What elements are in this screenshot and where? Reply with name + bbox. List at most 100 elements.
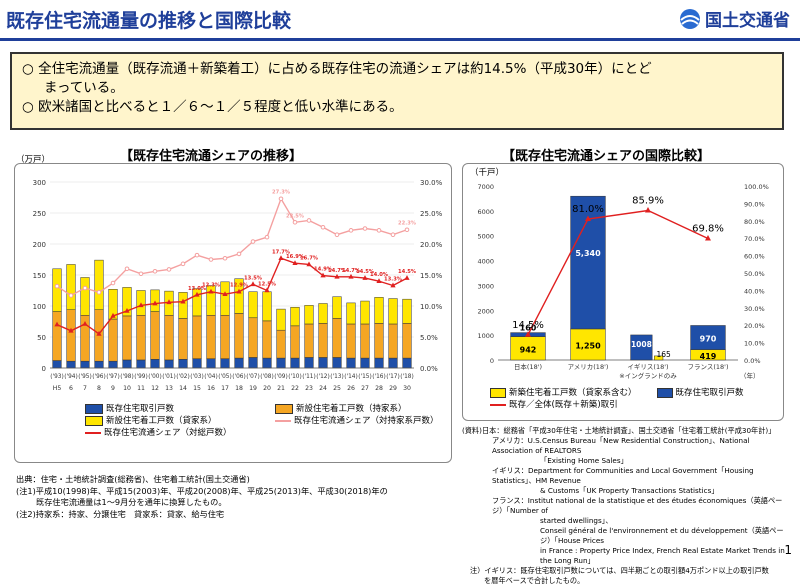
left-bar-segment [402,357,412,369]
left-bar-segment [220,281,230,316]
right-x-subnote: ※イングランドのみ [619,371,677,380]
left-y-tick: 100 [33,303,46,311]
left-share-label: 14.7% [342,268,361,274]
left-share-label: 14.7% [328,268,347,274]
right-y-tick: 2000 [477,307,494,315]
left-share-line [56,197,408,297]
left-bar-segment [136,315,146,361]
left-x-tick: ('04) [204,374,218,380]
left-share-label: 14.0% [370,272,389,278]
left-share-label: 13.3% [384,277,403,283]
left-x-tick: ('93) [50,374,64,380]
right-y2-tick: 80.0% [744,218,765,226]
legend-existing-trades: 既存住宅取引戸数 [656,387,744,399]
left-era-tick: 14 [179,385,187,392]
left-bar-segment [388,357,398,369]
left-share-point [278,196,284,202]
summary-line-2: まっている。 [44,80,124,96]
left-y2-tick: 0.0% [420,365,438,373]
right-y-tick: 7000 [477,183,494,191]
left-era-tick: 16 [207,385,215,392]
left-bar-segment [94,360,104,369]
left-x-tick: ('03) [190,374,204,380]
left-share-point [138,302,144,308]
left-bar-segment [178,318,188,360]
left-bar-segment [206,315,216,359]
left-share-point [138,271,144,277]
left-y2-tick: 15.0% [420,272,443,280]
left-x-tick: ('99) [134,374,148,380]
left-bar-segment [388,323,398,359]
summary-line-1: ○ 全住宅流通量（既存流通＋新築着工）に占める既存住宅の流通シェアは約14.5%… [22,61,652,77]
right-y-tick: 3000 [477,282,494,290]
left-bar-segment [248,291,258,319]
left-x-tick: ('10) [288,374,302,380]
left-share-point [194,291,200,297]
right-x-tick: イギリス(18') [627,363,668,371]
left-share-label: 12.3% [202,283,221,289]
left-y-tick: 300 [33,179,46,187]
left-era-tick: 11 [137,385,145,392]
left-y2-tick: 30.0% [420,179,443,187]
left-share-point [306,261,312,267]
left-share-point [250,239,256,244]
page-title: 既存住宅流通量の推移と国際比較 [6,10,292,32]
left-bar-segment [66,264,76,310]
left-bar-segment [318,303,328,324]
left-share-point [110,280,116,286]
right-bar-label: 419 [700,352,717,361]
left-y2-tick: 10.0% [420,303,443,311]
summary-box: ○ 全住宅流通量（既存流通＋新築着工）に占める既存住宅の流通シェアは約14.5%… [10,52,784,130]
left-share-point [96,290,102,295]
left-share-point [194,252,200,258]
left-x-tick: ('06) [232,374,246,380]
left-notes: 出典：住宅・土地統計調査(総務省)、住宅着工統計(国土交通省) (注1)平成10… [16,474,388,519]
left-bar-segment [178,292,188,319]
left-bar-segment [276,357,286,369]
left-share-point [334,232,340,237]
left-bar-segment [80,277,90,316]
left-share-point [292,260,298,266]
left-bar-segment [304,357,314,369]
left-bar-segment [332,318,342,358]
right-bar-label: 1,250 [575,341,601,350]
right-y-tick: 0 [490,357,494,365]
left-share-point [82,320,88,326]
left-bar-segment [52,268,62,312]
left-share-point [348,228,354,233]
summary-line-3: ○ 欧米諸国と比べると１／６～１／５程度と低い水準にある。 [22,99,403,115]
left-bar-segment [206,285,216,316]
left-x-tick: ('97) [106,374,120,380]
right-x-tick: アメリカ(18') [568,363,609,371]
right-y2-tick: 40.0% [744,287,765,295]
left-x-tick: ('08) [260,374,274,380]
right-y2-tick: 90.0% [744,200,765,208]
right-y2-tick: 10.0% [744,340,765,348]
left-share-point [110,312,116,318]
left-share-point [68,327,74,333]
left-share-point [236,288,242,294]
left-x-tick: ('18) [400,374,414,380]
left-share-label: 14.9% [314,267,333,273]
left-bar-segment [178,359,188,369]
right-share-point [525,331,531,337]
left-bar-segment [122,359,132,369]
left-share-point [152,268,158,274]
left-bar-segment [374,297,384,324]
left-y-tick: 0 [42,365,46,373]
left-x-tick: ('02) [176,374,190,380]
left-share-point [306,218,312,223]
left-share-point [180,261,186,267]
left-bar-segment [262,291,272,322]
left-share-label: 16.9% [286,254,305,260]
left-bar-segment [402,323,412,359]
left-share-label: 17.7% [272,249,291,255]
right-y2-tick: 20.0% [744,322,765,330]
left-bar-segment [122,287,132,317]
left-bar-segment [248,357,258,369]
left-legend: 既存住宅取引戸数 新設住宅着工戸数（持家系） 新設住宅着工戸数（貸家系） 既存住… [85,403,445,439]
left-x-tick: ('11) [302,374,316,380]
left-bar-segment [276,308,286,331]
right-share-label: 81.0% [572,204,604,215]
left-share-label: 14.5% [356,269,375,275]
